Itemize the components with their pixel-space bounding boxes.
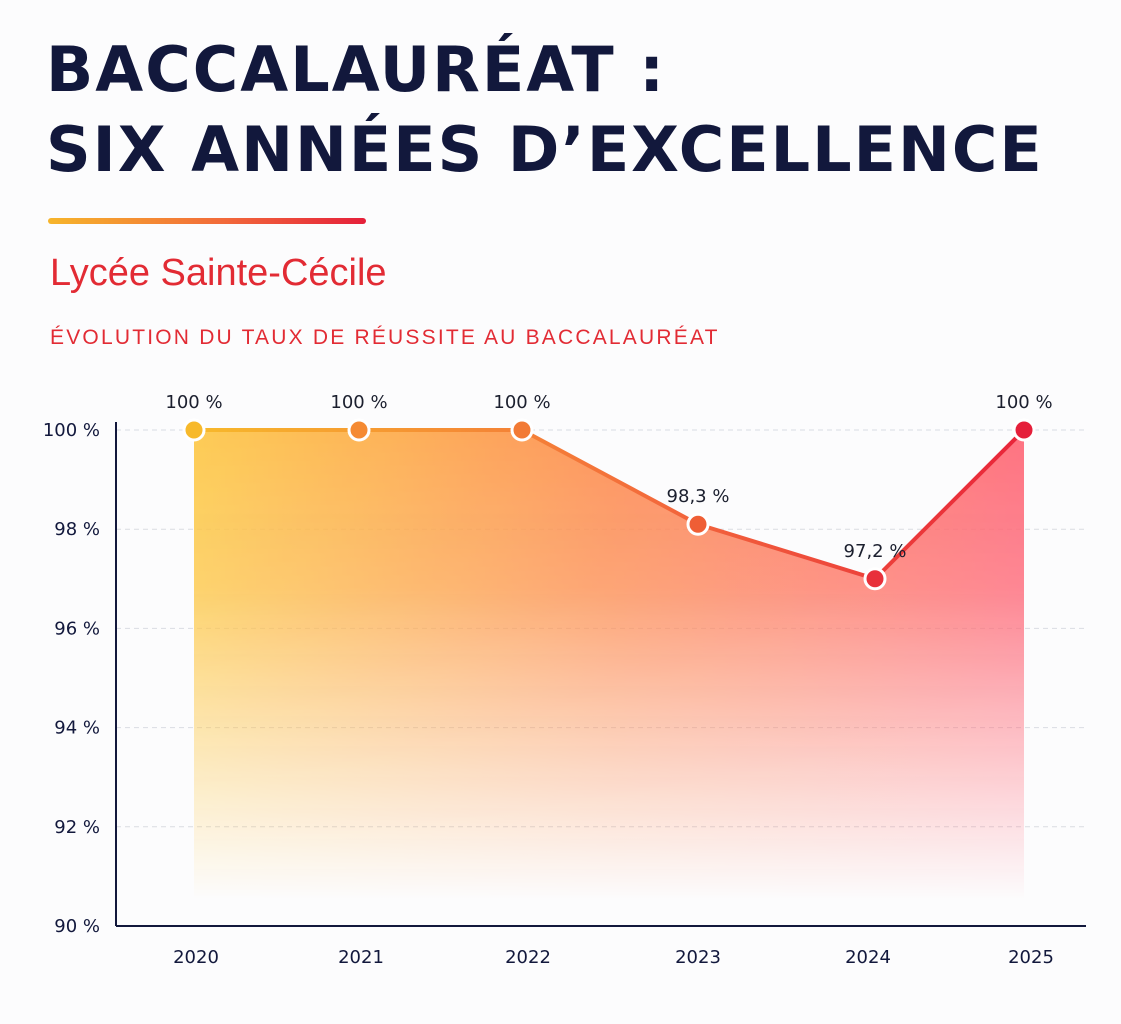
x-tick-label: 2020 — [173, 947, 219, 968]
point-layer — [182, 418, 1036, 591]
y-tick-label: 90 % — [54, 916, 100, 937]
title-line-2: SIX ANNÉES D’EXCELLENCE — [46, 113, 1044, 186]
data-point — [1012, 418, 1036, 442]
x-tick-label: 2025 — [1008, 947, 1054, 968]
data-point — [686, 512, 710, 536]
y-tick-label: 100 % — [43, 420, 100, 441]
data-label: 98,3 % — [667, 486, 730, 507]
area-layer — [194, 430, 1024, 926]
data-label: 100 % — [995, 392, 1052, 413]
data-point — [863, 567, 887, 591]
data-label: 100 % — [165, 392, 222, 413]
data-point — [347, 418, 371, 442]
label-layer: 100 % 100 % 100 % 98,3 % 97,2 % 100 % — [165, 392, 1052, 562]
axis-layer: 100 % 98 % 96 % 94 % 92 % 90 % 2020 2021 2022 202… — [43, 420, 1086, 968]
title-accent-bar — [48, 218, 366, 224]
line-layer — [192, 428, 1026, 581]
title-line-1: BACCALAURÉAT : — [46, 33, 667, 106]
data-label: 100 % — [330, 392, 387, 413]
x-tick-label: 2023 — [675, 947, 721, 968]
x-tick-label: 2022 — [505, 947, 551, 968]
y-tick-label: 98 % — [54, 519, 100, 540]
x-tick-label: 2024 — [845, 947, 891, 968]
data-label: 100 % — [493, 392, 550, 413]
series-line — [192, 428, 1026, 581]
school-name: Lycée Sainte-Cécile — [50, 252, 387, 294]
y-tick-label: 92 % — [54, 817, 100, 838]
data-point — [182, 418, 206, 442]
y-tick-label: 94 % — [54, 718, 100, 739]
x-tick-label: 2021 — [338, 947, 384, 968]
page-title: BACCALAURÉAT : SIX ANNÉES D’EXCELLENCE — [46, 30, 1044, 190]
data-label: 97,2 % — [844, 541, 907, 562]
area-fill — [194, 430, 1024, 926]
chart-heading: ÉVOLUTION DU TAUX DE RÉUSSITE AU BACCALA… — [50, 326, 720, 349]
data-point — [510, 418, 534, 442]
y-tick-label: 96 % — [54, 618, 100, 639]
